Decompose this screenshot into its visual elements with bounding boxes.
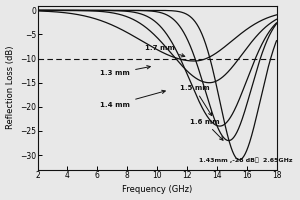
Text: 1.4 mm: 1.4 mm <box>100 90 165 108</box>
Text: 1.5 mm: 1.5 mm <box>180 85 212 116</box>
Text: 1.7 mm: 1.7 mm <box>145 45 185 57</box>
X-axis label: Frequency (GHz): Frequency (GHz) <box>122 185 192 194</box>
Text: 1.3 mm: 1.3 mm <box>100 66 150 76</box>
Text: 1.43mm ,-28 dB，  2.65GHz: 1.43mm ,-28 dB， 2.65GHz <box>199 158 292 163</box>
Y-axis label: Reflection Loss (dB): Reflection Loss (dB) <box>6 46 15 129</box>
Text: 1.6 mm: 1.6 mm <box>190 119 223 140</box>
